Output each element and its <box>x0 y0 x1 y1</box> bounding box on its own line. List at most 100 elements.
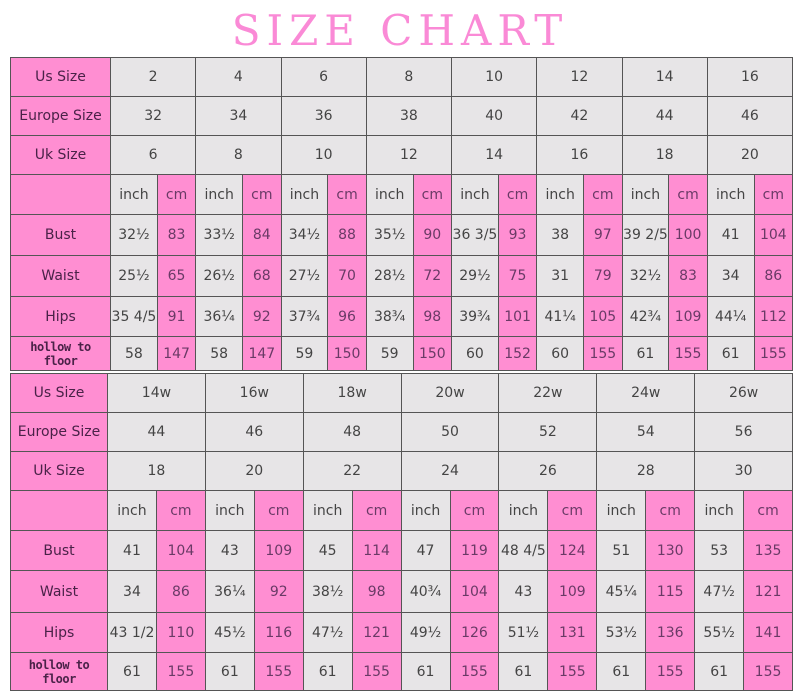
waist-cm-cell: 92 <box>253 570 304 613</box>
bust-inch-cell: 41 <box>706 214 755 256</box>
hips-cm-cell: 105 <box>583 296 623 337</box>
hips-inch-cell: 47½ <box>302 612 353 653</box>
waist-inch-cell: 43 <box>498 570 549 613</box>
eu-size-cell: 48 <box>302 412 402 452</box>
waist-cm-cell: 115 <box>645 570 696 613</box>
unit-inch: inch <box>536 174 585 215</box>
hips-cm-cell: 131 <box>547 612 598 653</box>
eu-size-cell: 32 <box>109 96 197 136</box>
us-size-cell: 14 <box>621 57 708 97</box>
waist-inch-cell: 45¼ <box>596 570 647 613</box>
waist-inch-cell: 25½ <box>110 255 158 297</box>
hips-inch-cell: 43 1/2 <box>107 612 157 653</box>
bust-cm-cell: 124 <box>547 530 598 571</box>
uk-size-cell: 6 <box>109 135 197 175</box>
waist-cm-cell: 68 <box>242 255 282 297</box>
eu-size-cell: 50 <box>400 412 500 452</box>
uk-size-cell: 22 <box>302 451 402 491</box>
waist-cm-cell: 72 <box>412 255 453 297</box>
unit-cm: cm <box>497 174 538 215</box>
waist-inch-cell: 34 <box>107 570 157 613</box>
row-units: inch cm inch cm inch cm inch cm inch cm inch cm inch… <box>10 490 794 531</box>
bust-inch-cell: 48 4/5 <box>498 530 549 571</box>
hollow-inch-cell: 61 <box>498 652 549 691</box>
uk-size-cell: 10 <box>280 135 367 175</box>
hollow-inch-cell: 61 <box>621 336 670 371</box>
row-label: Europe Size <box>10 96 111 136</box>
unit-inch: inch <box>498 490 549 531</box>
hollow-cm-cell: 147 <box>156 336 197 371</box>
unit-cm: cm <box>743 490 794 531</box>
waist-inch-cell: 27½ <box>280 255 329 297</box>
hollow-inch-cell: 60 <box>536 336 585 371</box>
waist-cm-cell: 98 <box>351 570 402 613</box>
bust-cm-cell: 104 <box>155 530 206 571</box>
row-hollow: hollow to floor 58 147 58 147 59 150 59 150 60 152… <box>10 336 794 371</box>
waist-inch-cell: 47½ <box>694 570 745 613</box>
row-label: Uk Size <box>10 451 108 491</box>
hollow-cm-cell: 155 <box>253 652 304 691</box>
hollow-cm-cell: 155 <box>351 652 402 691</box>
hollow-inch-cell: 61 <box>400 652 451 691</box>
us-size-cell: 12 <box>536 57 623 97</box>
waist-inch-cell: 34 <box>706 255 755 297</box>
waist-cm-cell: 86 <box>155 570 206 613</box>
row-eu: Europe Size 44 46 48 50 52 54 56 <box>10 412 794 452</box>
hips-cm-cell: 126 <box>449 612 500 653</box>
unit-cm: cm <box>753 174 794 215</box>
eu-size-cell: 44 <box>621 96 708 136</box>
row-uk: Uk Size 18 20 22 24 26 28 30 <box>10 451 794 491</box>
bust-cm-cell: 109 <box>253 530 304 571</box>
bust-cm-cell: 84 <box>242 214 282 256</box>
empty-cell <box>10 174 111 215</box>
eu-size-cell: 44 <box>107 412 206 452</box>
eu-size-cell: 40 <box>450 96 538 136</box>
row-bust: Bust 41 104 43 109 45 114 47 119 48 4/5 124 51 130 53… <box>10 530 794 571</box>
size-table-plus: Us Size 14w 16w 18w 20w 22w 24w 26w Europe Size 4… <box>10 373 794 691</box>
us-size-cell: 24w <box>596 373 696 413</box>
hollow-cm-cell: 152 <box>497 336 538 371</box>
hollow-inch-cell: 58 <box>110 336 158 371</box>
waist-cm-cell: 109 <box>547 570 598 613</box>
waist-cm-cell: 83 <box>668 255 708 297</box>
bust-cm-cell: 93 <box>497 214 538 256</box>
hips-cm-cell: 98 <box>412 296 453 337</box>
hips-inch-cell: 39¾ <box>451 296 499 337</box>
hips-cm-cell: 141 <box>743 612 794 653</box>
hollow-cm-cell: 155 <box>743 652 794 691</box>
hips-inch-cell: 41¼ <box>536 296 585 337</box>
bust-cm-cell: 135 <box>743 530 794 571</box>
unit-cm: cm <box>412 174 453 215</box>
waist-cm-cell: 79 <box>583 255 623 297</box>
bust-inch-cell: 53 <box>694 530 745 571</box>
bust-cm-cell: 130 <box>645 530 696 571</box>
row-eu: Europe Size 32 34 36 38 40 42 44 46 <box>10 96 794 136</box>
bust-inch-cell: 45 <box>302 530 353 571</box>
hollow-cm-cell: 150 <box>327 336 367 371</box>
hips-inch-cell: 53½ <box>596 612 647 653</box>
uk-size-cell: 8 <box>195 135 282 175</box>
unit-inch: inch <box>621 174 670 215</box>
us-size-cell: 16w <box>204 373 304 413</box>
hollow-inch-cell: 61 <box>302 652 353 691</box>
waist-cm-cell: 75 <box>497 255 538 297</box>
row-label: hollow to floor <box>10 336 111 371</box>
hips-inch-cell: 36¼ <box>195 296 244 337</box>
us-size-cell: 2 <box>109 57 197 97</box>
hollow-inch-cell: 61 <box>596 652 647 691</box>
eu-size-cell: 54 <box>596 412 696 452</box>
unit-inch: inch <box>400 490 451 531</box>
bust-inch-cell: 41 <box>107 530 157 571</box>
row-units: inch cm inch cm inch cm inch cm inch cm inch cm inch… <box>10 174 794 215</box>
unit-cm: cm <box>351 490 402 531</box>
hollow-inch-cell: 61 <box>204 652 255 691</box>
hips-inch-cell: 37¾ <box>280 296 329 337</box>
us-size-cell: 6 <box>280 57 367 97</box>
row-label: Waist <box>10 570 108 613</box>
bust-cm-cell: 104 <box>753 214 794 256</box>
row-label: hollow to floor <box>10 652 108 691</box>
hips-cm-cell: 101 <box>497 296 538 337</box>
eu-size-cell: 46 <box>706 96 794 136</box>
bust-inch-cell: 47 <box>400 530 451 571</box>
hips-cm-cell: 112 <box>753 296 794 337</box>
